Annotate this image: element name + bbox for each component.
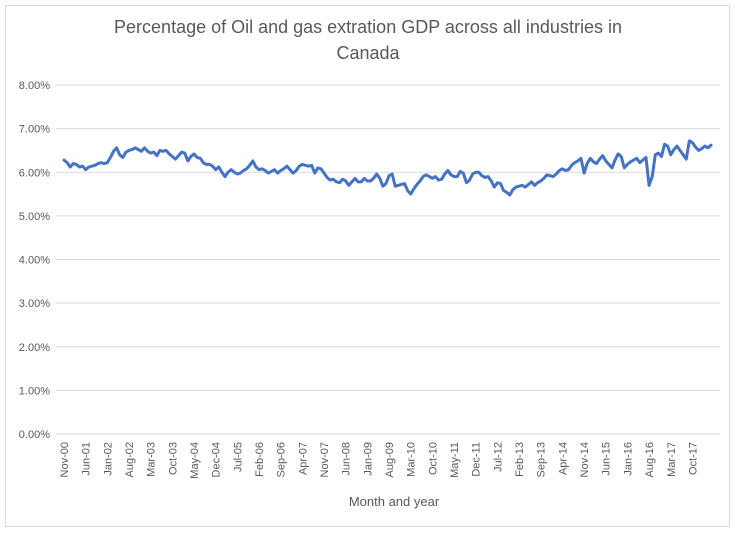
- x-tick-label: Mar-10: [406, 442, 418, 477]
- y-tick-label: 0.00%: [19, 429, 50, 441]
- x-tick-label: Dec-04: [211, 442, 223, 477]
- x-tick-label: May-04: [189, 442, 201, 479]
- x-tick-label: May-11: [449, 442, 461, 478]
- x-tick-label: Aug-09: [384, 442, 396, 477]
- x-tick-label: Jan-02: [102, 442, 114, 476]
- y-tick-label: 4.00%: [19, 255, 50, 267]
- x-tick-label: Jun-15: [601, 442, 613, 476]
- x-tick-label: Mar-03: [146, 442, 158, 477]
- x-tick-label: Oct-03: [167, 442, 179, 475]
- chart-title: Percentage of Oil and gas extration GDP …: [0, 14, 736, 66]
- y-tick-label: 5.00%: [19, 211, 50, 223]
- x-tick-label: Sep-06: [276, 442, 288, 477]
- x-tick-label: Jul-05: [232, 442, 244, 472]
- x-tick-label: Oct-17: [687, 442, 699, 475]
- x-tick-label: Oct-10: [427, 442, 439, 475]
- x-tick-label: Jan-16: [622, 442, 634, 476]
- x-tick-label: Jun-01: [81, 442, 93, 476]
- y-tick-label: 6.00%: [19, 167, 50, 179]
- x-tick-label: Aug-02: [124, 442, 136, 477]
- x-tick-label: Feb-06: [254, 442, 266, 477]
- x-tick-label: Apr-14: [557, 442, 569, 475]
- y-axis-ticks: 0.00% 1.00% 2.00% 3.00% 4.00% 5.00% 6.00% 7.00%…: [19, 80, 50, 441]
- x-tick-label: Dec-11: [471, 442, 483, 477]
- y-tick-label: 1.00%: [19, 385, 50, 397]
- x-tick-label: Jan-09: [362, 442, 374, 476]
- chart-title-line1: Percentage of Oil and gas extration GDP …: [114, 17, 622, 37]
- y-tick-label: 2.00%: [19, 342, 50, 354]
- x-tick-label: Apr-07: [297, 442, 309, 475]
- y-tick-label: 3.00%: [19, 298, 50, 310]
- x-tick-label: Jul-12: [492, 442, 504, 472]
- x-tick-label: Feb-13: [514, 442, 526, 477]
- chart-frame: [5, 5, 730, 527]
- series-line: [62, 139, 713, 197]
- x-tick-label: Mar-17: [666, 442, 678, 477]
- gridlines: [56, 84, 720, 435]
- x-axis-label: Month and year: [349, 494, 440, 509]
- x-tick-label: Nov-14: [579, 442, 591, 477]
- x-tick-label: Aug-16: [644, 442, 656, 477]
- x-tick-label: Sep-13: [536, 442, 548, 477]
- x-tick-label: Jun-08: [341, 442, 353, 476]
- y-tick-label: 7.00%: [19, 124, 50, 136]
- x-tick-label: Nov-07: [319, 442, 331, 477]
- y-tick-label: 8.00%: [19, 80, 50, 92]
- x-tick-label: Nov-00: [59, 442, 71, 477]
- x-axis-ticks: Nov-00 Jun-01 Jan-02 Aug-02 Mar-03 Oct-03 May-…: [59, 442, 699, 479]
- chart-title-line2: Canada: [336, 43, 400, 63]
- series-layer: [62, 139, 713, 197]
